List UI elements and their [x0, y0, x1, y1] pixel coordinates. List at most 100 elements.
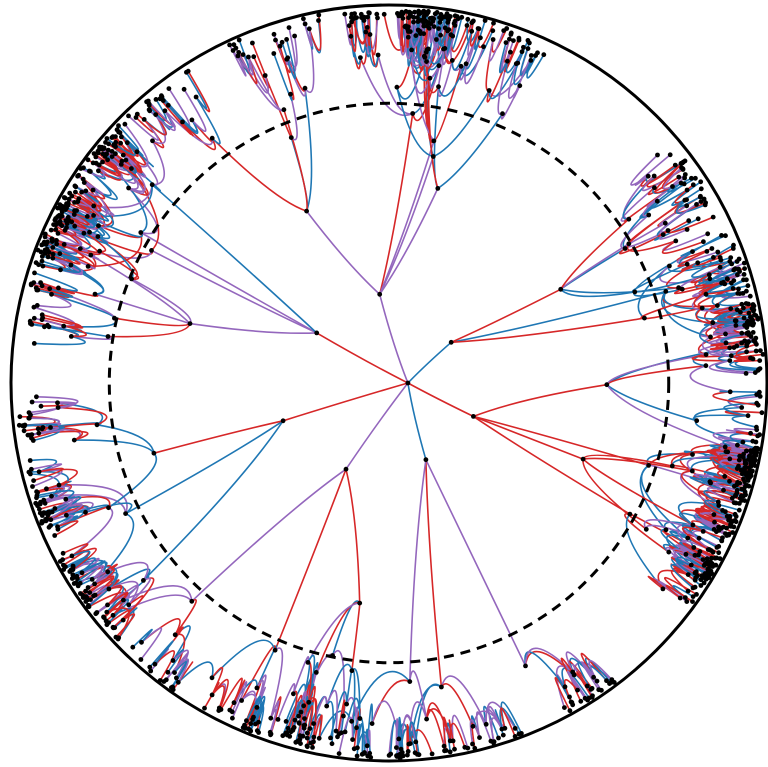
- tree-edge: [437, 113, 504, 190]
- tree-node: [705, 566, 711, 572]
- tree-node: [690, 599, 695, 604]
- tree-node: [508, 30, 514, 36]
- tree-edge: [661, 240, 704, 254]
- tree-node: [141, 117, 147, 122]
- tree-node: [35, 287, 41, 293]
- tree-node: [110, 625, 116, 631]
- tree-node: [45, 254, 51, 260]
- tree-node: [695, 260, 701, 266]
- tree-node: [87, 168, 92, 174]
- tree-node: [31, 304, 37, 310]
- tree-node: [272, 647, 278, 653]
- tree-node: [85, 585, 91, 590]
- tree-node: [753, 439, 759, 445]
- tree-node: [227, 707, 233, 713]
- tree-node: [104, 136, 110, 141]
- tree-node: [452, 746, 457, 752]
- tree-node: [491, 20, 496, 26]
- tree-edge: [560, 286, 679, 294]
- tree-edge: [183, 88, 207, 132]
- tree-node: [743, 492, 748, 498]
- tree-edge: [606, 384, 726, 448]
- tree-edge: [654, 218, 699, 241]
- tree-node: [33, 500, 39, 506]
- tree-edge: [90, 584, 123, 606]
- tree-node: [757, 394, 763, 399]
- tree-node: [180, 119, 185, 125]
- tree-node: [48, 523, 53, 528]
- tree-node: [31, 341, 37, 346]
- tree-node: [79, 189, 84, 195]
- tree-node: [56, 285, 61, 291]
- tree-node: [277, 43, 283, 49]
- tree-edge: [498, 42, 509, 74]
- tree-node: [503, 40, 509, 45]
- tree-node: [727, 345, 733, 351]
- tree-edge: [164, 110, 214, 146]
- tree-node: [704, 249, 710, 254]
- tree-node: [707, 572, 713, 578]
- tree-node: [429, 15, 435, 21]
- tree-edge: [70, 550, 91, 571]
- tree-edge: [378, 294, 409, 384]
- tree-node: [49, 236, 55, 242]
- tree-node: [705, 547, 711, 552]
- tree-node: [388, 751, 394, 757]
- tree-edge: [308, 696, 317, 742]
- tree-node: [412, 750, 418, 756]
- tree-node: [528, 53, 534, 58]
- tree-edge: [700, 505, 735, 528]
- tree-node: [120, 152, 126, 158]
- tree-node: [713, 562, 719, 568]
- tree-node: [69, 553, 75, 559]
- tree-node: [750, 461, 756, 467]
- tree-node: [424, 716, 429, 722]
- tree-node: [700, 529, 706, 534]
- tree-node: [37, 510, 43, 516]
- tree-node: [517, 83, 523, 89]
- tree-node: [54, 238, 59, 243]
- tree-node: [296, 713, 301, 719]
- tree-edge: [33, 467, 64, 482]
- tree-node: [736, 507, 742, 513]
- tree-node: [21, 428, 27, 434]
- tree-node: [33, 260, 39, 266]
- tree-edge: [33, 428, 60, 442]
- tree-node: [49, 291, 54, 297]
- tree-node: [707, 276, 713, 282]
- tree-node: [706, 272, 712, 278]
- tree-node: [434, 37, 439, 42]
- tree-node: [756, 367, 762, 372]
- tree-edge: [736, 353, 764, 360]
- tree-edge: [88, 232, 143, 268]
- tree-node: [727, 358, 733, 363]
- tree-edge: [691, 259, 722, 278]
- tree-edge: [555, 665, 574, 708]
- tree-node: [455, 16, 461, 22]
- tree-node: [425, 20, 431, 25]
- tree-edge: [694, 509, 730, 523]
- tree-node: [152, 661, 158, 667]
- tree-node: [61, 323, 67, 329]
- tree-node: [521, 44, 526, 50]
- tree-node: [394, 84, 400, 90]
- tree-node: [692, 577, 698, 583]
- tree-node: [358, 55, 363, 60]
- tree-node: [622, 246, 628, 251]
- tree-node: [396, 736, 402, 742]
- tree-node: [141, 578, 146, 583]
- tree-node: [302, 21, 308, 27]
- tree-node: [418, 10, 424, 16]
- tree-node: [759, 410, 765, 416]
- tree-edge: [96, 424, 155, 454]
- tree-node: [29, 399, 35, 405]
- tree-node: [426, 25, 432, 31]
- tree-node: [693, 569, 699, 575]
- tree-node: [697, 194, 703, 200]
- tree-node: [362, 750, 367, 756]
- tree-node: [104, 151, 109, 157]
- tree-node: [711, 512, 717, 517]
- tree-edge: [107, 323, 191, 338]
